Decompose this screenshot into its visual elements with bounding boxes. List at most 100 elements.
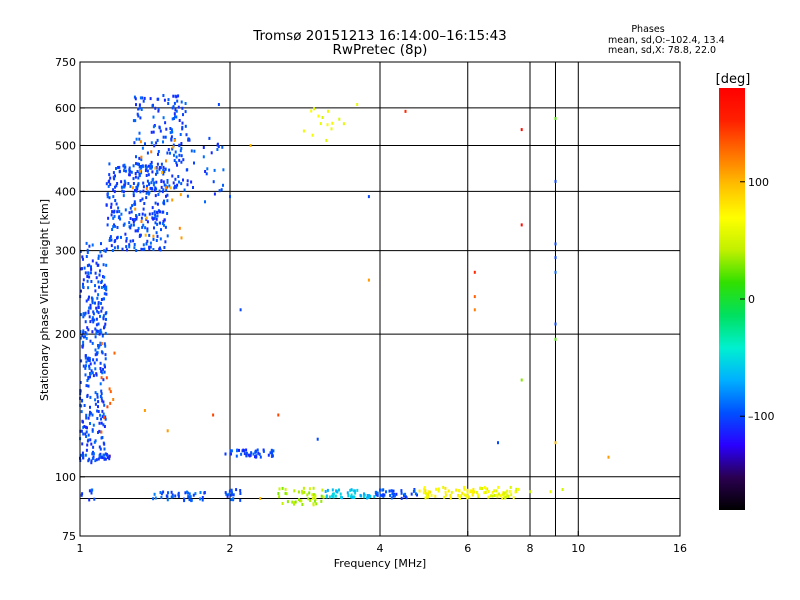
data-point <box>184 110 187 114</box>
data-point <box>156 162 159 166</box>
data-point <box>139 199 142 203</box>
data-point <box>88 306 91 310</box>
data-point <box>171 198 174 202</box>
data-point <box>162 490 165 494</box>
data-point <box>80 404 83 408</box>
data-point <box>109 401 112 405</box>
data-point <box>132 239 135 243</box>
data-point <box>142 243 145 247</box>
data-point <box>193 149 196 153</box>
data-point <box>520 223 523 227</box>
data-point <box>90 265 92 269</box>
data-point <box>85 435 88 438</box>
data-point <box>110 213 113 217</box>
data-point <box>205 172 208 176</box>
data-point <box>125 245 128 249</box>
data-point <box>94 335 97 339</box>
data-point <box>103 416 106 420</box>
data-point <box>172 145 175 149</box>
data-point <box>133 246 136 250</box>
x-tick-label: 10 <box>571 542 585 555</box>
data-point <box>178 143 181 147</box>
data-point <box>506 489 509 493</box>
data-point <box>106 192 109 196</box>
data-point <box>142 189 145 193</box>
data-point <box>554 256 557 260</box>
data-point <box>135 137 138 141</box>
data-point <box>154 194 157 198</box>
data-point <box>82 335 85 339</box>
data-point <box>162 94 165 97</box>
data-point <box>300 499 303 503</box>
data-point <box>507 495 510 498</box>
data-point <box>85 448 88 452</box>
data-point <box>450 490 453 494</box>
data-point <box>168 168 171 172</box>
data-point <box>247 453 250 457</box>
data-point <box>239 489 242 492</box>
data-point <box>100 286 103 289</box>
colorbar-tick-label: 100 <box>748 176 769 189</box>
data-point <box>116 210 119 214</box>
data-point <box>442 485 445 489</box>
data-point <box>85 332 88 336</box>
data-point <box>141 197 144 201</box>
data-point <box>267 453 270 457</box>
data-point <box>144 142 146 146</box>
data-point <box>239 498 242 502</box>
data-point <box>110 205 113 209</box>
data-point <box>112 188 115 192</box>
data-point <box>88 357 91 360</box>
data-point <box>160 492 163 496</box>
data-point <box>319 122 322 126</box>
data-point <box>506 493 509 497</box>
data-point <box>510 493 513 497</box>
data-point <box>416 493 418 497</box>
data-point <box>177 494 180 498</box>
data-point <box>468 495 471 499</box>
data-point <box>554 322 557 326</box>
data-point <box>393 494 396 498</box>
data-point <box>142 164 145 168</box>
data-point <box>277 413 280 417</box>
data-point <box>346 491 349 495</box>
data-point <box>91 488 94 492</box>
data-point <box>135 162 137 166</box>
data-point <box>147 192 150 196</box>
data-point <box>135 249 138 252</box>
data-point <box>86 393 89 397</box>
data-point <box>291 500 294 504</box>
data-point <box>81 334 84 338</box>
data-point <box>188 137 191 141</box>
data-point <box>80 313 83 317</box>
data-point <box>514 490 517 494</box>
data-point <box>119 217 122 221</box>
data-point <box>133 200 136 204</box>
data-point <box>181 121 184 125</box>
data-point <box>162 210 165 214</box>
data-point <box>154 106 157 110</box>
data-point <box>133 141 136 145</box>
data-point <box>134 202 137 206</box>
data-point <box>457 493 460 497</box>
data-point <box>104 331 107 335</box>
data-point <box>392 494 395 498</box>
data-point <box>493 489 496 493</box>
data-point <box>84 331 87 335</box>
data-point <box>180 154 183 158</box>
data-point <box>403 494 406 498</box>
data-point <box>87 384 90 388</box>
data-point <box>170 490 173 494</box>
data-point <box>225 492 228 496</box>
data-point <box>149 241 152 245</box>
data-point <box>102 275 104 279</box>
data-point <box>367 495 370 499</box>
data-point <box>105 292 108 296</box>
data-point <box>137 114 140 118</box>
data-point <box>151 170 154 174</box>
data-point <box>258 452 261 456</box>
data-point <box>93 361 96 365</box>
data-point <box>167 491 170 495</box>
data-point <box>82 364 85 368</box>
data-point <box>156 97 159 101</box>
